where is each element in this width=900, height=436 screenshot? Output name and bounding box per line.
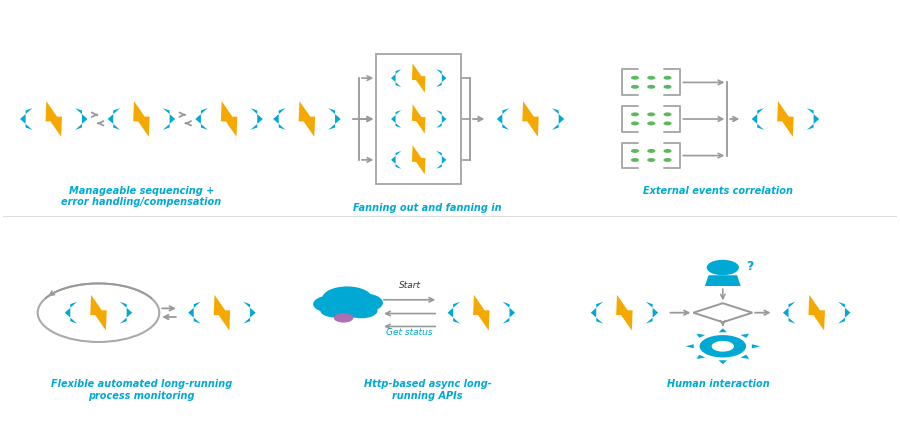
Circle shape	[647, 149, 655, 153]
Polygon shape	[497, 108, 509, 130]
Polygon shape	[391, 110, 401, 128]
Polygon shape	[806, 108, 819, 130]
Polygon shape	[616, 295, 633, 330]
Polygon shape	[163, 108, 176, 130]
Text: Human interaction: Human interaction	[667, 379, 770, 389]
Polygon shape	[473, 295, 490, 330]
Polygon shape	[108, 108, 120, 130]
Text: Get status: Get status	[386, 328, 433, 337]
Circle shape	[663, 122, 671, 125]
Polygon shape	[391, 151, 401, 169]
Polygon shape	[752, 108, 764, 130]
Polygon shape	[133, 101, 149, 137]
Polygon shape	[412, 64, 426, 93]
Text: Manageable sequencing +
error handling/compensation: Manageable sequencing + error handling/c…	[61, 186, 221, 207]
Polygon shape	[436, 151, 446, 169]
Text: ?: ?	[746, 260, 753, 273]
Polygon shape	[188, 302, 201, 324]
Circle shape	[663, 112, 671, 116]
Text: Start: Start	[399, 281, 420, 290]
Circle shape	[712, 341, 734, 352]
Polygon shape	[808, 295, 825, 330]
Polygon shape	[213, 295, 230, 330]
Polygon shape	[412, 145, 426, 174]
Polygon shape	[718, 360, 727, 364]
Text: Http-based async long-
running APIs: Http-based async long- running APIs	[364, 379, 491, 401]
Polygon shape	[686, 344, 694, 348]
Polygon shape	[46, 101, 62, 137]
Circle shape	[699, 335, 746, 358]
Circle shape	[346, 303, 378, 318]
Polygon shape	[90, 295, 107, 330]
Polygon shape	[778, 101, 794, 137]
Polygon shape	[741, 355, 749, 359]
Polygon shape	[436, 69, 446, 87]
Polygon shape	[120, 302, 132, 324]
Polygon shape	[697, 334, 706, 338]
Circle shape	[631, 158, 639, 162]
Circle shape	[631, 85, 639, 89]
Polygon shape	[220, 101, 238, 137]
Polygon shape	[838, 302, 850, 324]
Polygon shape	[65, 302, 77, 324]
Polygon shape	[697, 355, 706, 359]
Circle shape	[647, 76, 655, 80]
Polygon shape	[20, 108, 32, 130]
Polygon shape	[503, 302, 515, 324]
Polygon shape	[412, 104, 426, 133]
Polygon shape	[552, 108, 564, 130]
Circle shape	[647, 85, 655, 89]
Polygon shape	[705, 275, 741, 286]
Circle shape	[663, 158, 671, 162]
Circle shape	[631, 122, 639, 125]
Circle shape	[631, 76, 639, 80]
Text: Fanning out and fanning in: Fanning out and fanning in	[354, 203, 502, 213]
Circle shape	[663, 149, 671, 153]
Polygon shape	[436, 110, 446, 128]
Circle shape	[631, 149, 639, 153]
Polygon shape	[752, 344, 760, 348]
Polygon shape	[299, 101, 315, 137]
Polygon shape	[783, 302, 796, 324]
Text: External events correlation: External events correlation	[644, 186, 793, 196]
Bar	[376, 54, 461, 184]
Circle shape	[647, 122, 655, 125]
Circle shape	[344, 293, 382, 312]
Polygon shape	[76, 108, 87, 130]
Polygon shape	[328, 108, 340, 130]
Polygon shape	[590, 302, 603, 324]
Polygon shape	[274, 108, 285, 130]
Circle shape	[322, 286, 373, 310]
Polygon shape	[391, 69, 401, 87]
Polygon shape	[718, 328, 727, 332]
Circle shape	[647, 112, 655, 116]
Polygon shape	[741, 334, 749, 338]
Polygon shape	[447, 302, 460, 324]
Circle shape	[663, 76, 671, 80]
Polygon shape	[243, 302, 256, 324]
Circle shape	[313, 296, 349, 313]
Circle shape	[334, 313, 354, 323]
Polygon shape	[195, 108, 208, 130]
Polygon shape	[522, 101, 539, 137]
Circle shape	[647, 158, 655, 162]
Circle shape	[631, 112, 639, 116]
Polygon shape	[646, 302, 658, 324]
Circle shape	[663, 85, 671, 89]
Polygon shape	[250, 108, 263, 130]
Circle shape	[329, 301, 365, 318]
Circle shape	[320, 303, 349, 317]
Circle shape	[706, 260, 739, 275]
Text: Flexible automated long-running
process monitoring: Flexible automated long-running process …	[50, 379, 232, 401]
